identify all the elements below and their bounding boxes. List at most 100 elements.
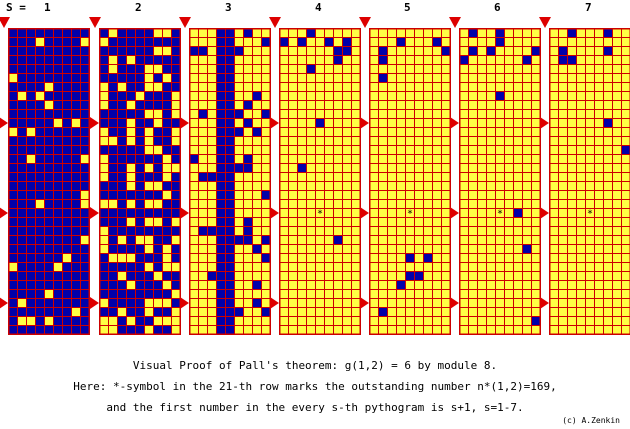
grid-cell xyxy=(117,73,127,83)
grid-cell xyxy=(468,199,478,209)
grid-cell xyxy=(603,163,613,173)
grid-cell xyxy=(135,91,145,101)
grid-cell xyxy=(288,190,298,200)
grid-cell xyxy=(216,136,226,146)
grid-cell xyxy=(342,100,352,110)
grid-cell xyxy=(53,190,63,200)
grid-cell xyxy=(126,55,136,65)
grid-cell xyxy=(477,82,487,92)
grid-cell xyxy=(603,127,613,137)
grid-cell xyxy=(44,127,54,137)
grid-cell xyxy=(99,298,109,308)
grid-cell xyxy=(17,91,27,101)
grid-cell xyxy=(333,280,343,290)
grid-cell xyxy=(351,253,361,263)
grid-cell xyxy=(243,298,253,308)
grid-cell xyxy=(585,73,595,83)
grid-cell xyxy=(17,163,27,173)
grid-cell xyxy=(261,154,271,164)
grid-cell xyxy=(26,190,36,200)
grid-cell xyxy=(53,289,63,299)
grid-cell xyxy=(162,127,172,137)
grid-cell xyxy=(504,64,514,74)
grid-cell xyxy=(225,307,235,317)
grid-cell xyxy=(44,100,54,110)
grid-cell xyxy=(486,262,496,272)
grid-cell xyxy=(522,55,532,65)
grid-cell xyxy=(405,271,415,281)
star-mark: * xyxy=(317,209,323,220)
grid-cell xyxy=(441,28,451,38)
grid-cell xyxy=(225,28,235,38)
grid-cell xyxy=(342,253,352,263)
grid-cell xyxy=(342,271,352,281)
grid-cell xyxy=(387,298,397,308)
grid-cell xyxy=(396,307,406,317)
grid-cell xyxy=(306,280,316,290)
grid-cell xyxy=(441,163,451,173)
grid-cell xyxy=(549,172,559,182)
grid-cell xyxy=(369,325,379,335)
grid-border xyxy=(8,28,90,335)
grid-cell xyxy=(549,163,559,173)
grid-cell xyxy=(495,127,505,137)
grid-cell xyxy=(342,190,352,200)
grid-cell xyxy=(603,289,613,299)
grid-cell xyxy=(35,199,45,209)
grid-cell xyxy=(342,145,352,155)
grid-cell xyxy=(342,325,352,335)
grid-cell xyxy=(549,82,559,92)
grid-cell xyxy=(396,145,406,155)
grid-cell xyxy=(468,316,478,326)
grid-cell xyxy=(594,262,604,272)
grid-cell xyxy=(585,163,595,173)
grid-cell xyxy=(432,91,442,101)
grid-cell xyxy=(8,100,18,110)
grid-cell xyxy=(441,253,451,263)
grid-cell xyxy=(396,181,406,191)
grid-cell xyxy=(522,325,532,335)
grid-cell xyxy=(441,73,451,83)
grid-cell xyxy=(459,73,469,83)
grid-cell xyxy=(486,253,496,263)
grid-cell xyxy=(495,298,505,308)
grid-cell xyxy=(459,82,469,92)
grid-cell xyxy=(126,73,136,83)
grid-cell xyxy=(351,154,361,164)
grid-cell xyxy=(504,316,514,326)
grid-cell xyxy=(35,100,45,110)
grid-cell xyxy=(234,55,244,65)
grid-cell xyxy=(513,217,523,227)
grid-cell xyxy=(35,262,45,272)
grid-cell xyxy=(71,271,81,281)
grid-cell xyxy=(522,253,532,263)
grid-cell xyxy=(315,109,325,119)
grid-cell xyxy=(153,64,163,74)
grid-cell xyxy=(288,91,298,101)
grid-cell xyxy=(108,244,118,254)
grid-cell xyxy=(35,226,45,236)
grid-cell xyxy=(531,100,541,110)
grid-cell xyxy=(8,46,18,56)
grid-cell xyxy=(468,91,478,101)
grid-cell xyxy=(594,109,604,119)
grid-cell xyxy=(207,118,217,128)
grid-cell xyxy=(135,109,145,119)
grid-cell xyxy=(558,82,568,92)
grid-cell xyxy=(504,100,514,110)
grid-cell xyxy=(252,280,262,290)
grid-cell xyxy=(396,199,406,209)
grid-cell xyxy=(567,73,577,83)
grid-cell xyxy=(549,46,559,56)
grid-cell xyxy=(126,163,136,173)
grid-cell xyxy=(279,253,289,263)
grid-cell xyxy=(432,190,442,200)
grid-cell xyxy=(261,253,271,263)
grid-cell xyxy=(621,190,630,200)
grid-cell xyxy=(459,118,469,128)
grid-cell xyxy=(306,235,316,245)
grid-cell xyxy=(324,28,334,38)
arrow-right-icon xyxy=(360,117,369,129)
grid-cell xyxy=(567,271,577,281)
grid-cell xyxy=(432,226,442,236)
